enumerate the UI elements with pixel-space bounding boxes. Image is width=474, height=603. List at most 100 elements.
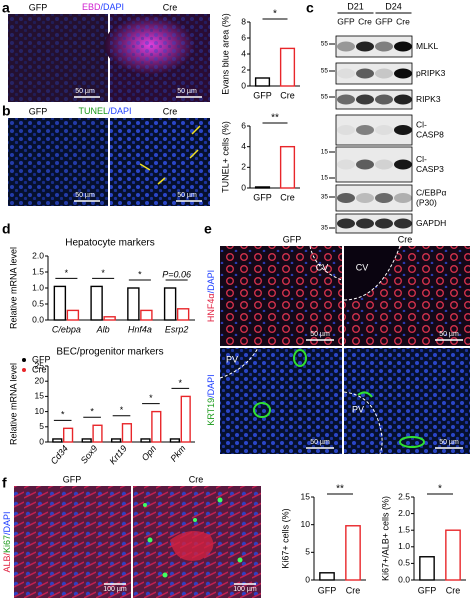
blot-band [337,68,355,79]
stain-part: / [2,553,12,556]
y-axis-label: TUNEL+ cells (%) [220,121,230,193]
panel-label: c [306,0,314,16]
stain-part: KRT19 [206,398,216,426]
x-tick-label: Cre [446,585,461,595]
y-tick-label: 1.5 [32,266,44,276]
bar [419,556,435,581]
image-label: Cre [189,474,204,484]
stain-part: TUNEL [78,106,108,116]
blot-band [394,218,412,229]
protein-label: RIPK3 [416,94,441,104]
protein-label: MLKL [416,41,438,51]
bar [121,423,133,443]
protein-label: CASP8 [416,129,444,139]
sig-label: * [90,407,94,417]
micrograph-texture [110,14,210,102]
blot-band [375,193,393,203]
zone-label: CV [316,262,329,272]
stain-part: Ki67 [2,535,12,553]
sig-label: * [61,410,65,420]
zone-label: PV [352,404,364,414]
stain-label: ALB/Ki67/DAPI [2,511,12,572]
sig-label: P=0.06 [162,269,191,279]
y-tick-label: 6 [241,120,246,130]
sig-label: * [138,269,142,279]
y-tick-label: 15 [35,391,45,401]
zone-label: CV [356,262,369,272]
y-tick-label: 5 [305,547,310,557]
stain-part: /DAPI [2,511,12,535]
legend-marker [22,358,26,362]
y-tick-label: 15 [301,491,311,501]
y-axis-label: Relative mRNA level [8,363,18,445]
bar [81,438,92,443]
bar [254,186,271,189]
blot-band [337,94,355,105]
panel-label: b [2,103,11,119]
lane-label: GFP [375,16,393,26]
bar [140,309,153,321]
blot-band [337,41,355,52]
blot-band [356,94,374,105]
y-axis-label: Ki67+ cells (%) [280,508,290,568]
mw-marker: 15 [321,175,329,182]
y-tick-label: 10 [35,406,45,416]
bar [151,410,162,443]
vessel-outline [343,391,383,455]
x-tick-label: Cre [280,192,295,202]
bar [52,438,63,443]
scale-label: 50 µm [439,331,459,338]
scale-label: 50 µm [75,192,95,199]
panel-label: a [2,0,10,16]
blot-band [394,193,412,203]
x-tick-label: Alb [96,324,110,334]
x-tick-label: Cre [280,90,295,100]
y-tick-label: 2 [241,162,246,172]
vessel-outline [343,245,401,301]
y-tick-label: 8 [241,16,246,26]
x-tick-label: Esrp2 [165,324,189,334]
x-tick-label: Opn [140,443,159,462]
blot-band [394,94,412,105]
bar [103,316,116,321]
sig-label: ** [271,113,279,124]
blot-band [356,68,374,79]
bar [66,309,80,321]
bar [140,438,151,443]
bar [163,287,177,321]
micrograph-signal [170,531,214,561]
legend-marker [22,368,26,372]
sig-label: ** [336,484,344,495]
blot-band [337,159,355,170]
x-tick-label: GFP [253,192,272,202]
bar [63,427,74,443]
scale-label: 50 µm [439,439,459,446]
y-tick-label: 1.0 [32,282,44,292]
sig-label: * [179,378,183,388]
panel-label: f [2,475,7,491]
micrograph-texture [8,14,108,102]
timepoint-label: D21 [347,1,364,11]
sig-label: * [101,268,105,278]
mw-marker: 55 [321,94,329,101]
x-tick-label: Krt19 [107,443,128,466]
stain-part: /DAPI [108,106,132,116]
x-tick-label: GFP [318,585,337,595]
lane-label: GFP [337,16,355,26]
y-tick-label: 2.0 [398,508,410,518]
protein-label: CASP3 [416,164,444,174]
y-axis-label: Ki67+/ALB+ cells (%) [380,496,390,581]
krt19-signal [253,349,425,448]
legend-label: GFP [32,354,51,364]
legend-label: Cre [32,364,47,374]
mw-marker: 35 [321,194,329,201]
stain-label: KRT19/DAPI [206,374,216,425]
x-tick-label: Cd34 [49,443,70,466]
scale-label: 50 µm [75,88,95,95]
blot-band [375,218,393,229]
stain-label: HNF4α/DAPI [206,270,216,322]
x-tick-label: C/ebpa [52,324,81,334]
sig-label: * [438,484,442,495]
x-tick-label: Hnf4a [128,324,152,334]
scale-label: 50 µm [177,88,197,95]
